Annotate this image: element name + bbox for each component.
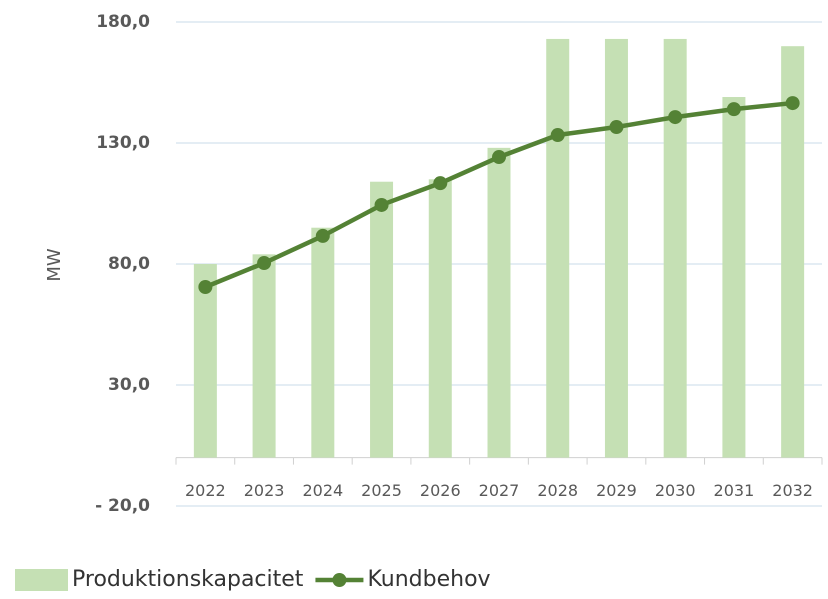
y-tick-label: 130,0 [96, 133, 150, 153]
x-tick-label: 2024 [302, 481, 343, 500]
legend-label: Produktionskapacitet [72, 567, 304, 592]
legend-swatch [15, 569, 68, 591]
x-tick-label: 2027 [479, 481, 520, 500]
bar [193, 264, 217, 458]
legend-swatch-marker [332, 573, 347, 587]
x-tick-label: 2029 [596, 481, 637, 500]
x-tick-label: 2025 [361, 481, 402, 500]
bar [781, 46, 805, 458]
x-tick-label: 2028 [537, 481, 578, 500]
bar [370, 181, 394, 458]
line-marker [433, 176, 448, 191]
x-tick-label: 2031 [714, 481, 755, 500]
bar [252, 254, 276, 458]
bar [487, 147, 511, 458]
y-tick-label: 180,0 [96, 12, 150, 32]
x-tick-label: 2030 [655, 481, 696, 500]
bar [311, 227, 335, 458]
line-marker [550, 128, 565, 143]
x-tick-label: 2026 [420, 481, 461, 500]
line-marker [609, 120, 624, 135]
y-tick-label: - 20,0 [95, 496, 150, 516]
x-tick-label: 2023 [244, 481, 285, 500]
line-marker [374, 197, 389, 212]
y-axis-label: MW [44, 248, 65, 282]
y-tick-label: 30,0 [108, 375, 150, 395]
bar [546, 38, 570, 458]
line-marker [668, 110, 683, 125]
line-marker [257, 256, 272, 271]
line-marker [785, 96, 800, 111]
line-marker [492, 150, 506, 165]
x-tick-label: 2032 [772, 481, 813, 500]
line-marker [315, 228, 330, 243]
y-tick-label: 80,0 [108, 254, 150, 274]
line-marker [726, 102, 741, 117]
x-tick-label: 2022 [185, 481, 226, 500]
legend-label: Kundbehov [367, 567, 490, 592]
line-marker [198, 279, 213, 294]
bar [663, 38, 687, 458]
bar [604, 38, 628, 458]
bar [428, 179, 452, 458]
bar [722, 97, 746, 458]
